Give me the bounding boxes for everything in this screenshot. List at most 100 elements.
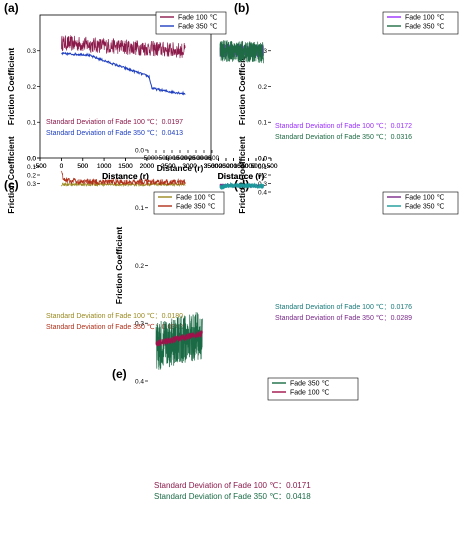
- legend: Fade 100 ℃ Fade 350 ℃: [153, 191, 225, 215]
- legend: Fade 100 ℃ Fade 350 ℃: [155, 11, 227, 35]
- y-tick-label: 0.1: [135, 205, 144, 212]
- y-axis-label: Friction Coefficient: [6, 136, 16, 214]
- legend-label: Fade 100 ℃: [178, 15, 218, 22]
- legend-label: Fade 350 ℃: [405, 204, 445, 211]
- y-axis-label: Friction Coefficient: [237, 48, 247, 126]
- x-tick-label: 500: [77, 163, 88, 170]
- std-annotation: Standard Deviation of Fade 100 ℃：0.0197: [46, 119, 183, 126]
- y-tick-label: 0.3: [258, 181, 267, 188]
- legend-label: Fade 350 ℃: [178, 24, 218, 31]
- legend-box: [267, 377, 359, 401]
- x-tick-label: 1000: [241, 163, 256, 170]
- x-tick-label: 2000: [226, 163, 241, 170]
- x-tick-label: 3500: [204, 163, 219, 170]
- chart-panel-a: (a)-500 0 500 1000 1500 2000 2500 3000 35000.00.…: [4, 1, 227, 181]
- y-tick-label: 0.4: [258, 189, 267, 196]
- legend: Fade 100 ℃ Fade 350 ℃: [382, 11, 459, 35]
- x-tick-label: 2500: [161, 163, 176, 170]
- x-axis-label: Distance (r): [157, 163, 204, 173]
- x-tick-label: 1500: [118, 163, 133, 170]
- std-annotation: Standard Deviation of Fade 100 ℃：0.0180: [46, 313, 183, 320]
- x-axis-label: Distance (r): [102, 171, 149, 181]
- panel-label: (b): [234, 1, 249, 15]
- x-tick-label: 500: [251, 163, 262, 170]
- x-tick-label: 0: [154, 155, 158, 162]
- std-annotation: Standard Deviation of Fade 350 ℃：0.0342: [46, 324, 183, 331]
- y-tick-label: 0.0: [135, 147, 144, 154]
- x-tick-label: -500: [33, 163, 46, 170]
- chart-panel-c: (c)-500 0 500 1000 1500 2000 2500 3000 35000.00.…: [4, 136, 225, 331]
- legend-label: Fade 350 ℃: [290, 381, 330, 388]
- x-tick-label: 1500: [234, 163, 249, 170]
- legend-label: Fade 350 ℃: [176, 204, 216, 211]
- y-axis-label: Friction Coefficient: [6, 48, 16, 126]
- chart-panel-d: (d)-50005001000150020002500300035000.00.…: [204, 136, 459, 322]
- series-line-1: [219, 40, 264, 64]
- x-tick-label: 3000: [182, 163, 197, 170]
- x-tick-label: 1500: [234, 163, 249, 170]
- x-tick-label: -500: [141, 155, 154, 162]
- x-tick-label: 0: [60, 163, 64, 170]
- x-tick-label: 0: [60, 163, 64, 170]
- legend: Fade 350 ℃ Fade 100 ℃: [267, 377, 359, 401]
- series-line-1: [61, 51, 186, 96]
- legend-label: Fade 100 ℃: [176, 195, 216, 202]
- x-tick-label: 3500: [204, 163, 219, 170]
- x-tick-label: 3000: [211, 163, 226, 170]
- x-tick-label: 1000: [165, 155, 180, 162]
- y-tick-label: 0.2: [258, 172, 267, 179]
- std-annotation: Standard Deviation of Fade 100 ℃：0.0172: [275, 123, 412, 130]
- x-axis-label: Distance (r): [218, 171, 265, 181]
- x-tick-label: 2500: [219, 163, 234, 170]
- y-tick-label: 0.2: [135, 263, 144, 270]
- y-tick-label: 0.1: [27, 164, 36, 171]
- y-tick-label: 0.3: [27, 181, 36, 188]
- y-tick-label: 0.0: [27, 155, 36, 162]
- x-tick-label: 3500: [204, 163, 219, 170]
- legend-label: Fade 100 ℃: [405, 195, 445, 202]
- series-line-0: [61, 34, 186, 59]
- x-tick-label: 2000: [140, 163, 155, 170]
- y-axis-label: Friction Coefficient: [237, 136, 247, 214]
- y-tick-label: 0.0: [258, 155, 267, 162]
- x-tick-label: -500: [264, 163, 277, 170]
- y-tick-label: 0.3: [27, 48, 36, 55]
- legend: Fade 100 ℃ Fade 350 ℃: [382, 191, 459, 215]
- x-tick-label: 1000: [241, 163, 256, 170]
- panel-label: (c): [4, 178, 19, 192]
- x-tick-label: 500: [159, 155, 170, 162]
- x-tick-label: 2000: [140, 163, 155, 170]
- x-tick-label: 3000: [211, 163, 226, 170]
- x-tick-label: 1000: [97, 163, 112, 170]
- y-tick-label: 0.2: [27, 84, 36, 91]
- x-tick-label: 1000: [97, 163, 112, 170]
- x-tick-label: 0: [262, 163, 266, 170]
- y-tick-label: 0.1: [258, 120, 267, 127]
- x-tick-label: -500: [264, 163, 277, 170]
- y-tick-label: 0.2: [27, 172, 36, 179]
- x-tick-label: 2500: [161, 163, 176, 170]
- series-line-1: [155, 330, 203, 347]
- x-tick-label: 0: [262, 163, 266, 170]
- x-tick-label: -500: [33, 163, 46, 170]
- y-axis-label: Friction Coefficient: [114, 227, 124, 305]
- legend-box: [382, 191, 459, 215]
- panel-label: (a): [4, 1, 19, 15]
- x-tick-label: 3000: [182, 163, 197, 170]
- y-tick-label: 0.3: [135, 321, 144, 328]
- y-tick-label: 0.1: [258, 164, 267, 171]
- chart-panel-e: (e)-500 0 5001000150020002500300035000.00.…: [112, 147, 359, 501]
- y-tick-label: 0.0: [258, 155, 267, 162]
- x-tick-label: 1500: [173, 155, 188, 162]
- x-tick-label: 500: [251, 163, 262, 170]
- std-annotation: Standard Deviation of Fade 100 ℃：0.0171: [154, 481, 311, 490]
- std-annotation: Standard Deviation of Fade 350 ℃：0.0316: [275, 134, 412, 141]
- x-tick-label: 2000: [226, 163, 241, 170]
- x-tick-label: 3000: [197, 155, 212, 162]
- x-axis-label: Distance (r): [218, 171, 265, 181]
- x-tick-label: 500: [77, 163, 88, 170]
- y-tick-label: 0.2: [258, 84, 267, 91]
- std-annotation: Standard Deviation of Fade 100 ℃：0.0176: [275, 304, 412, 311]
- legend-label: Fade 100 ℃: [405, 15, 445, 22]
